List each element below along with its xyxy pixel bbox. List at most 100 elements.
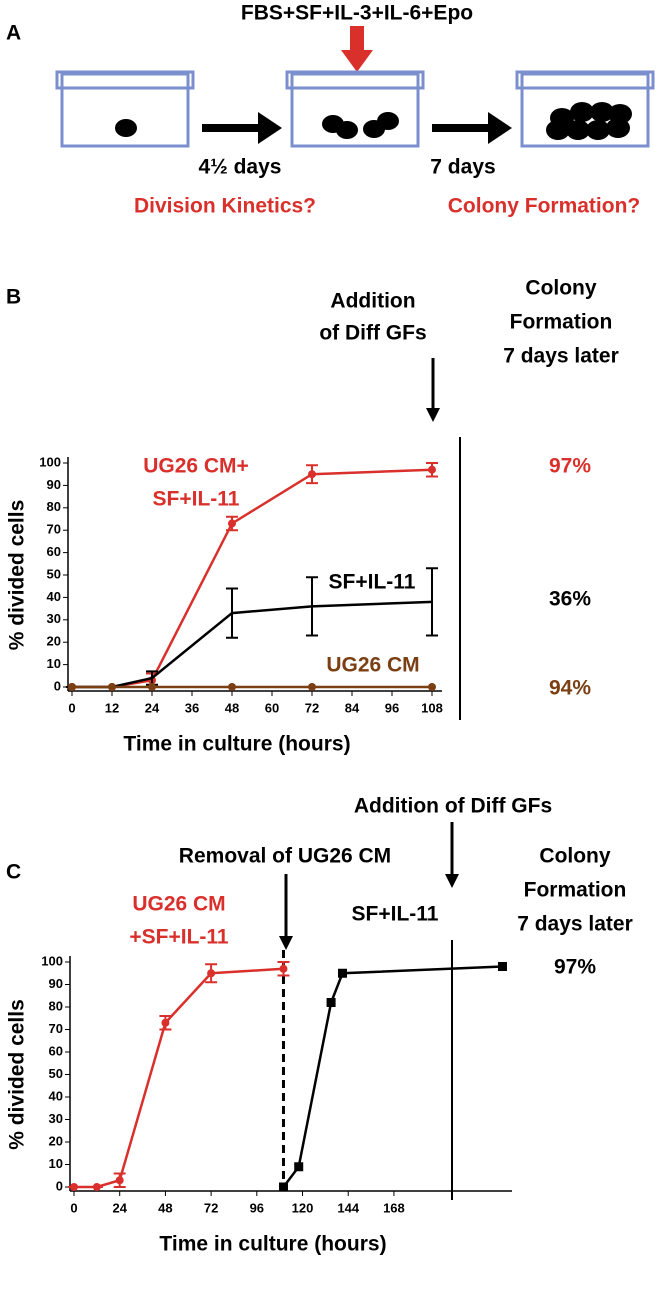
- colony-header: Formation: [510, 311, 613, 334]
- point: [308, 683, 316, 691]
- panel-a: A FBS+SF+IL-3+IL-6+Epo 4½ days Division …: [6, 2, 655, 218]
- colony-header: 7 days later: [503, 345, 619, 368]
- addition-label: Addition: [330, 290, 415, 313]
- colony-header: Colony: [539, 845, 610, 868]
- x-tick-label: 48: [225, 700, 239, 715]
- step1-time: 4½ days: [199, 156, 282, 179]
- series-label: SF+IL-11: [329, 571, 416, 594]
- colony-header: 7 days later: [517, 913, 633, 936]
- y-tick-label: 10: [49, 1156, 63, 1171]
- y-tick-label: 100: [41, 953, 63, 968]
- panel-label: C: [6, 861, 21, 884]
- colony-header: Colony: [525, 277, 596, 300]
- y-tick-label: 0: [54, 678, 61, 693]
- panel-label: A: [6, 22, 21, 45]
- step-arrows: [202, 112, 512, 144]
- series-label: UG26 CM: [132, 893, 225, 916]
- point: [70, 1183, 78, 1191]
- x-axis-label: Time in culture (hours): [159, 1233, 386, 1256]
- point: [68, 683, 76, 691]
- x-tick-label: 24: [145, 700, 160, 715]
- red-arrow: [341, 26, 373, 72]
- dishes: [55, 70, 655, 148]
- panel-label: B: [6, 286, 21, 309]
- error-bar: [306, 576, 318, 637]
- y-tick-label: 60: [49, 1043, 63, 1058]
- point: [428, 465, 436, 474]
- x-tick-label: 108: [421, 700, 443, 715]
- y-tick-label: 70: [49, 1021, 63, 1036]
- y-tick-label: 0: [56, 1178, 63, 1193]
- y-tick-label: 10: [47, 656, 61, 671]
- point: [115, 1176, 124, 1185]
- x-tick-label: 72: [204, 1200, 218, 1215]
- y-tick-label: 30: [49, 1111, 63, 1126]
- series-label: UG26 CM: [326, 654, 419, 677]
- addition-arrow-head: [426, 408, 440, 422]
- y-tick-label: 40: [49, 1088, 63, 1103]
- x-tick-label: 96: [385, 700, 399, 715]
- y-tick-label: 50: [49, 1066, 63, 1081]
- step2-time: 7 days: [430, 156, 495, 179]
- x-tick-label: 120: [292, 1200, 314, 1215]
- point: [92, 1183, 101, 1191]
- point: [294, 1162, 304, 1172]
- addition-arrow-head: [445, 874, 459, 888]
- point: [497, 962, 507, 971]
- colony-header: Formation: [524, 879, 627, 902]
- y-tick-label: 80: [49, 998, 63, 1013]
- step2-question: Colony Formation?: [448, 195, 641, 218]
- addition-label: Addition of Diff GFs: [354, 795, 552, 818]
- point: [279, 964, 288, 973]
- y-tick-label: 20: [47, 634, 61, 649]
- point: [207, 969, 216, 978]
- series-line: [282, 965, 503, 1188]
- y-tick-label: 90: [49, 976, 63, 991]
- series-label: SF+IL-11: [352, 903, 439, 926]
- y-tick-label: 60: [47, 544, 61, 559]
- y-tick-label: 20: [49, 1133, 63, 1148]
- colony-outcome: 97%: [549, 455, 591, 478]
- x-tick-label: 168: [383, 1200, 405, 1215]
- x-axis-label: Time in culture (hours): [123, 733, 350, 756]
- y-tick-label: 70: [47, 522, 61, 537]
- point: [148, 683, 156, 691]
- cells: [115, 102, 632, 140]
- x-tick-label: 72: [305, 700, 319, 715]
- treatment-label: FBS+SF+IL-3+IL-6+Epo: [241, 2, 473, 25]
- point: [108, 683, 116, 691]
- y-tick-label: 40: [47, 589, 61, 604]
- x-tick-label: 60: [265, 700, 279, 715]
- colony-outcome: 97%: [554, 956, 596, 979]
- x-tick-label: 84: [345, 700, 360, 715]
- addition-label: of Diff GFs: [319, 322, 426, 345]
- y-tick-label: 80: [47, 499, 61, 514]
- point: [228, 519, 236, 528]
- series-label: +SF+IL-11: [129, 926, 229, 949]
- point: [228, 683, 236, 691]
- x-tick-label: 36: [185, 700, 199, 715]
- x-tick-label: 144: [337, 1200, 359, 1215]
- removal-arrow-head: [279, 936, 293, 950]
- x-tick-label: 0: [68, 700, 75, 715]
- x-tick-label: 24: [112, 1200, 127, 1215]
- point: [308, 470, 316, 479]
- point: [161, 1018, 170, 1027]
- x-tick-label: 12: [105, 700, 119, 715]
- step1-question: Division Kinetics?: [134, 195, 316, 218]
- y-tick-label: 50: [47, 566, 61, 581]
- y-axis-label: % divided cells: [6, 500, 29, 651]
- error-bar: [226, 587, 238, 639]
- x-tick-label: 96: [250, 1200, 264, 1215]
- point: [338, 968, 348, 978]
- x-tick-label: 48: [158, 1200, 172, 1215]
- error-bar: [426, 567, 438, 637]
- series-line: [74, 967, 284, 1189]
- y-tick-label: 30: [47, 611, 61, 626]
- y-tick-label: 100: [39, 454, 61, 469]
- x-tick-label: 0: [70, 1200, 77, 1215]
- point: [326, 998, 336, 1007]
- y-tick-label: 90: [47, 477, 61, 492]
- colony-outcome: 36%: [549, 588, 591, 611]
